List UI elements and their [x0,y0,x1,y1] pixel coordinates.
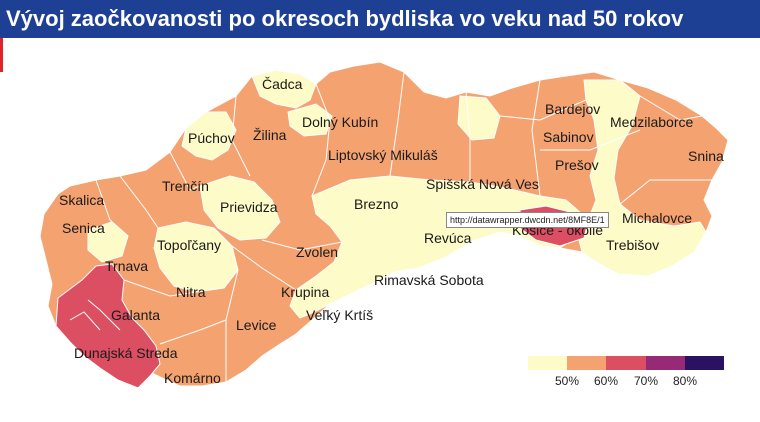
region-cadca[interactable] [251,69,317,109]
region-southwest-red[interactable] [55,263,161,389]
legend-label-50: 50% [554,374,580,388]
legend-label-70: 70% [633,374,659,388]
legend: 50% 60% 70% 80% [528,356,725,396]
url-tooltip: http://datawrapper.dwcdn.net/8MF8E/1 [446,212,609,228]
legend-label-80: 80% [672,374,698,388]
slovakia-choropleth: Čadca Bardejov Medzilaborce Púchov Žilin… [39,61,729,389]
legend-swatch-80-plus [684,356,725,370]
label-velky-krtis: Veľký Krtíš [306,307,373,323]
label-nitra: Nitra [176,284,206,300]
label-senica: Senica [62,220,105,236]
label-brezno: Brezno [354,196,399,212]
label-spisska-nova-ves: Spišská Nová Ves [426,176,539,192]
label-snina: Snina [688,148,724,164]
label-galanta: Galanta [111,307,160,323]
red-accent-bar [0,38,3,72]
label-prievidza: Prievidza [220,199,278,215]
label-trencin: Trenčín [162,178,209,194]
district-borders [69,71,712,382]
label-liptovsky-mikulas: Liptovský Mikuláš [328,147,438,163]
label-revuca: Revúca [424,230,472,246]
legend-swatch-70-80 [645,356,685,370]
legend-scale [528,356,725,370]
label-zvolen: Zvolen [296,244,338,260]
label-rimavska-sobota: Rimavská Sobota [374,272,484,288]
label-skalica: Skalica [59,192,104,208]
region-north-patch[interactable] [457,95,501,141]
label-dolny-kubin: Dolný Kubín [302,114,378,130]
legend-swatch-40-50 [528,356,568,370]
label-presov: Prešov [555,157,599,173]
legend-swatch-50-60 [567,356,607,370]
legend-swatch-60-70 [606,356,646,370]
label-zilina: Žilina [253,127,287,143]
region-central-south[interactable] [289,175,583,319]
label-krupina: Krupina [281,284,329,300]
label-topolcany: Topoľčany [157,237,221,253]
map-title: Vývoj zaočkovanosti po okresoch bydliska… [0,0,760,38]
label-cadca: Čadca [262,76,303,92]
label-dunajska-streda: Dunajská Streda [74,345,178,361]
region-kysuce[interactable] [287,103,333,137]
legend-label-60: 60% [593,374,619,388]
map-area: Čadca Bardejov Medzilaborce Púchov Žilin… [0,38,760,417]
label-puchov: Púchov [188,130,235,146]
region-east-band[interactable] [577,79,707,277]
label-sabinov: Sabinov [543,129,594,145]
region-topolcany[interactable] [153,221,239,293]
label-bardejov: Bardejov [545,101,600,117]
label-michalovce: Michalovce [622,210,692,226]
label-levice: Levice [236,317,277,333]
region-puchov-north[interactable] [181,111,237,161]
label-trebisov: Trebišov [606,237,659,253]
label-trnava: Trnava [105,258,148,274]
label-medzilaborce: Medzilaborce [610,114,693,130]
label-komarno: Komárno [164,370,221,386]
region-prievidza[interactable] [199,175,281,241]
